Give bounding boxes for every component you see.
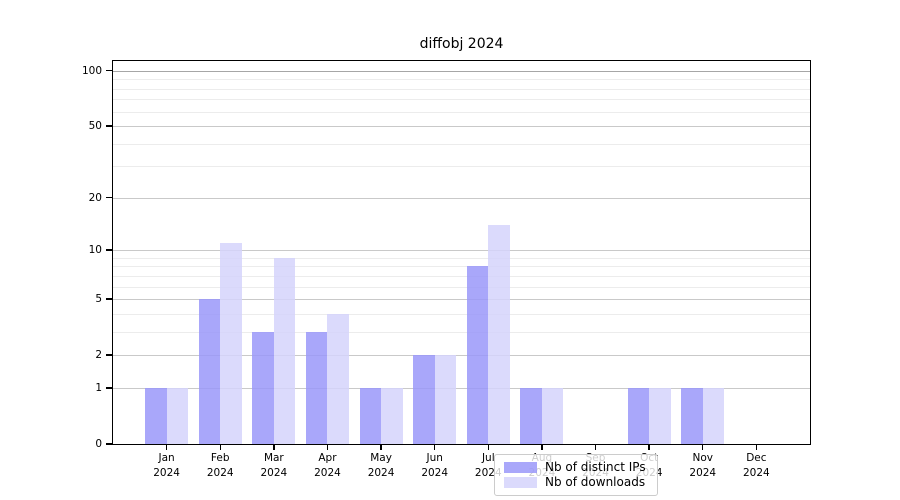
legend-label-distinct-ips: Nb of distinct IPs: [545, 460, 646, 474]
bar-distinct-ips-jun: [413, 355, 435, 444]
x-tick-mark-may: [380, 444, 382, 450]
gridline-minor-40: [113, 143, 810, 145]
bar-downloads-feb: [220, 243, 242, 444]
x-tick-label-mar: Mar 2024: [260, 452, 288, 479]
plot-area: Nb of distinct IPs Nb of downloads: [112, 60, 811, 496]
y-tick-label-50: 50: [88, 120, 102, 133]
y-tick-mark-5: [106, 298, 112, 300]
legend-row-distinct-ips: Nb of distinct IPs: [504, 460, 648, 475]
x-tick-label-may: May 2024: [367, 452, 395, 479]
gridline-minor-3: [113, 331, 810, 333]
gridline-1: [113, 387, 810, 389]
gridline-2: [113, 355, 810, 357]
x-tick-mark-jun: [433, 444, 436, 450]
x-tick-mark-jul: [487, 444, 489, 450]
y-tick-mark-10: [106, 249, 112, 251]
gridline-minor-8: [113, 266, 810, 268]
gridline-20: [113, 197, 810, 199]
x-tick-mark-feb: [219, 444, 221, 450]
bar-distinct-ips-may: [359, 387, 382, 444]
y-tick-mark-20: [106, 197, 112, 199]
gridline-100: [113, 70, 810, 72]
x-tick-mark-jan: [165, 444, 168, 450]
y-tick-label-10: 10: [88, 244, 102, 257]
x-tick-label-apr: Apr 2024: [314, 452, 341, 479]
bar-distinct-ips-apr: [305, 331, 328, 444]
gridline-10: [113, 250, 810, 252]
y-tick-mark-100: [106, 70, 112, 72]
bar-downloads-may: [381, 387, 403, 444]
y-tick-label-0: 0: [95, 438, 102, 450]
bar-downloads-apr: [327, 313, 349, 444]
y-tick-label-5: 5: [95, 293, 102, 306]
x-tick-label-dec: Dec 2024: [743, 452, 770, 479]
gridline-minor-60: [113, 111, 810, 113]
x-tick-label-jun: Jun 2024: [421, 452, 449, 479]
bar-distinct-ips-aug: [520, 387, 542, 444]
x-tick-mark-dec: [755, 444, 758, 450]
y-tick-label-1: 1: [95, 381, 102, 394]
gridline-minor-90: [113, 79, 810, 81]
y-tick-mark-2: [106, 354, 112, 356]
y-tick-label-20: 20: [88, 191, 102, 204]
x-tick-mark-aug: [541, 444, 543, 450]
gridline-minor-80: [113, 88, 810, 90]
y-tick-mark-1: [106, 387, 112, 389]
bar-distinct-ips-mar: [252, 331, 274, 444]
y-tick-label-2: 2: [95, 349, 102, 362]
legend-swatch-downloads: [504, 477, 537, 488]
bar-distinct-ips-feb: [198, 299, 221, 444]
bar-distinct-ips-jan: [145, 387, 167, 444]
x-tick-mark-mar: [273, 444, 275, 450]
x-tick-mark-apr: [326, 444, 329, 450]
gridline-minor-9: [113, 257, 810, 259]
gridline-minor-4: [113, 313, 810, 315]
legend-swatch-distinct-ips: [504, 462, 537, 473]
x-tick-label-feb: Feb 2024: [206, 452, 234, 479]
y-tick-mark-50: [106, 125, 112, 127]
bar-downloads-aug: [541, 387, 564, 444]
y-tick-label-100: 100: [81, 64, 102, 77]
gridline-minor-6: [113, 286, 810, 288]
chart-title: diffobj 2024: [419, 36, 504, 52]
bar-downloads-jun: [434, 355, 457, 444]
bar-downloads-jul: [488, 225, 510, 444]
x-tick-label-nov: Nov 2024: [689, 452, 717, 479]
bar-downloads-nov: [702, 387, 725, 444]
x-tick-mark-nov: [702, 444, 704, 450]
gridline-50: [113, 126, 810, 128]
legend-label-downloads: Nb of downloads: [545, 475, 646, 489]
legend: Nb of distinct IPs Nb of downloads: [494, 454, 658, 496]
gridline-minor-30: [113, 166, 810, 168]
bar-distinct-ips-nov: [681, 387, 703, 444]
x-tick-mark-oct: [648, 444, 650, 450]
gridline-minor-70: [113, 99, 810, 101]
bar-downloads-jan: [166, 387, 189, 444]
bar-downloads-mar: [273, 257, 296, 444]
y-tick-mark-0: [106, 443, 112, 445]
x-tick-label-jan: Jan 2024: [153, 452, 180, 479]
bar-distinct-ips-oct: [627, 387, 650, 444]
gridline-minor-7: [113, 275, 810, 277]
bar-distinct-ips-jul: [466, 266, 489, 444]
legend-row-downloads: Nb of downloads: [504, 475, 648, 490]
x-tick-mark-sep: [594, 444, 597, 450]
bar-downloads-oct: [649, 387, 671, 444]
gridline-5: [113, 299, 810, 301]
